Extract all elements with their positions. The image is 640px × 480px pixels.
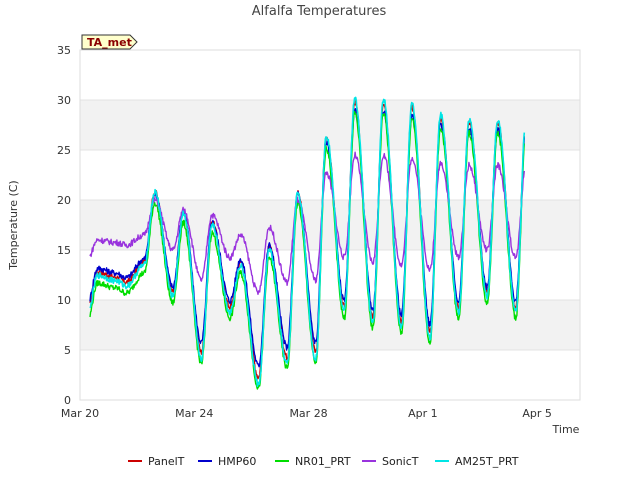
y-tick-label: 25 (57, 144, 71, 157)
x-tick-label: Apr 1 (408, 407, 438, 420)
y-tick-label: 15 (57, 244, 71, 257)
legend: PanelT HMP60 NR01_PRT SonicT AM25T_PRT (128, 455, 519, 468)
grid-band (80, 300, 580, 350)
y-tick-labels: 0 5 10 15 20 25 30 35 (57, 44, 71, 407)
series-layer (89, 96, 526, 390)
station-badge-label: TA_met (87, 36, 132, 49)
y-tick-label: 5 (64, 344, 71, 357)
y-tick-label: 35 (57, 44, 71, 57)
x-tick-label: Mar 24 (175, 407, 213, 420)
station-badge: TA_met (81, 34, 138, 50)
legend-label: AM25T_PRT (455, 455, 519, 468)
x-tick-label: Apr 5 (522, 407, 552, 420)
x-axis-label: Time (552, 423, 580, 436)
y-tick-label: 30 (57, 94, 71, 107)
x-tick-labels: Mar 20 Mar 24 Mar 28 Apr 1 Apr 5 (61, 407, 552, 420)
chart-title: Alfalfa Temperatures (252, 4, 387, 19)
legend-label: NR01_PRT (295, 455, 351, 468)
x-tick-label: Mar 28 (289, 407, 327, 420)
x-tick-label: Mar 20 (61, 407, 99, 420)
y-tick-label: 10 (57, 294, 71, 307)
series-line-sonict (89, 151, 525, 295)
series-line-am25t-prt (89, 96, 526, 387)
grid-band (80, 100, 580, 150)
legend-label: HMP60 (218, 455, 256, 468)
y-tick-label: 0 (64, 394, 71, 407)
plot-frame (79, 49, 581, 401)
grid-bands (80, 100, 580, 350)
legend-label: PanelT (148, 455, 185, 468)
y-tick-label: 20 (57, 194, 71, 207)
legend-label: SonicT (382, 455, 419, 468)
y-axis-label: Temperature (C) (7, 180, 20, 270)
